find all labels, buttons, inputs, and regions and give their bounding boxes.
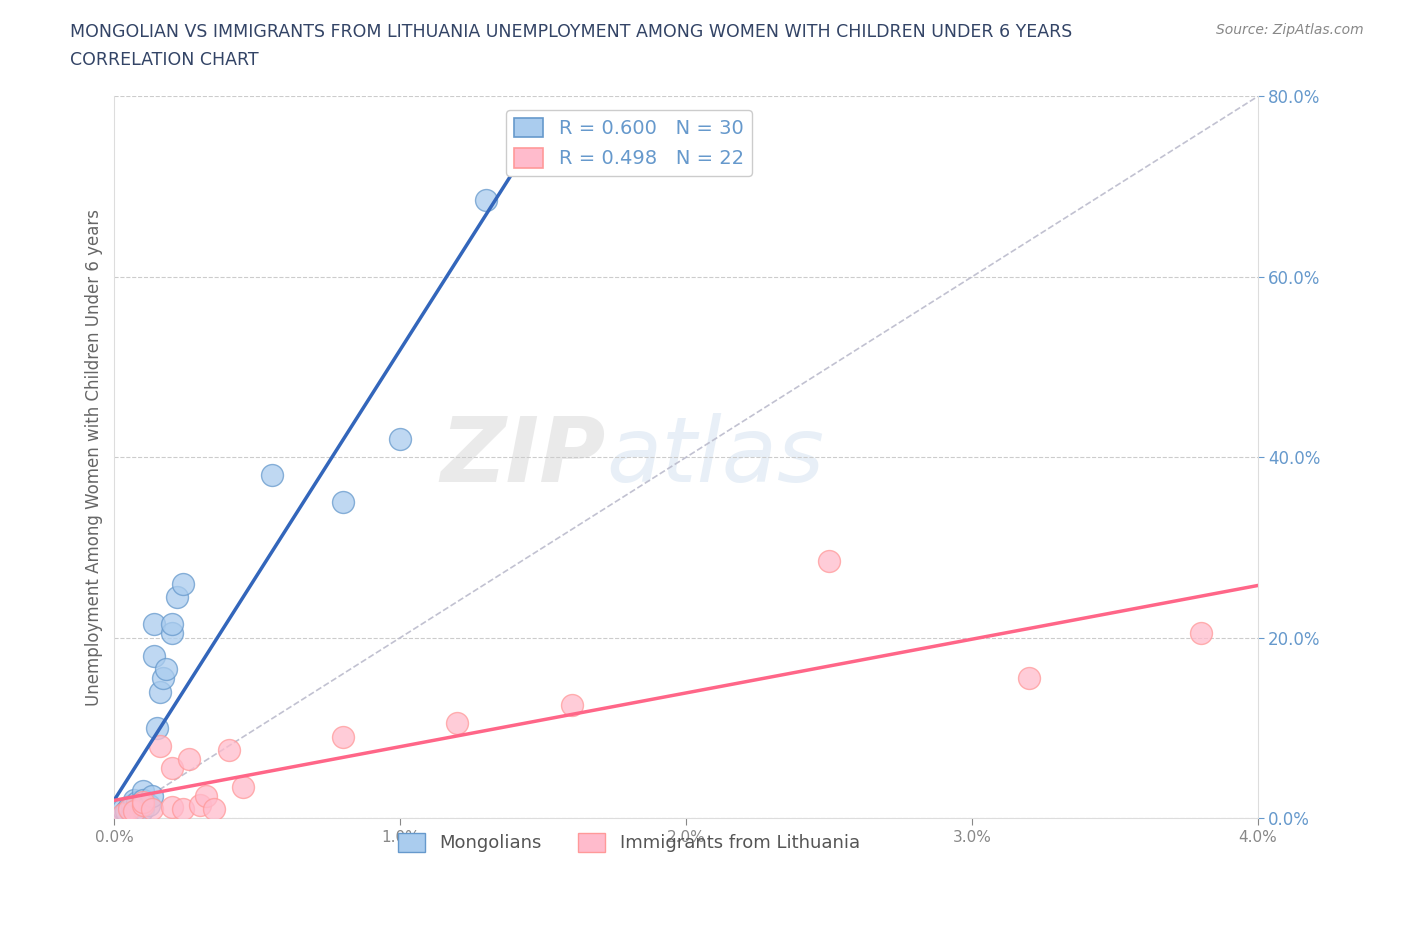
Point	[121, 806, 143, 821]
Point	[166, 590, 188, 604]
Point	[127, 794, 149, 809]
Legend: Mongolians, Immigrants from Lithuania: Mongolians, Immigrants from Lithuania	[391, 826, 868, 859]
Text: Source: ZipAtlas.com: Source: ZipAtlas.com	[1216, 23, 1364, 37]
Point	[143, 617, 166, 631]
Point	[132, 797, 155, 812]
Point	[132, 802, 155, 817]
Point	[177, 752, 200, 767]
Point	[124, 804, 146, 818]
Point	[818, 553, 841, 568]
Point	[138, 797, 160, 812]
Point	[152, 671, 174, 685]
Point	[124, 792, 146, 807]
Point	[218, 743, 240, 758]
Point	[127, 802, 149, 817]
Point	[149, 738, 172, 753]
Point	[1189, 626, 1212, 641]
Point	[155, 662, 177, 677]
Point	[188, 797, 211, 812]
Text: atlas: atlas	[606, 413, 824, 501]
Point	[121, 797, 143, 812]
Point	[160, 626, 183, 641]
Point	[111, 802, 134, 817]
Text: CORRELATION CHART: CORRELATION CHART	[70, 51, 259, 69]
Point	[118, 800, 141, 815]
Y-axis label: Unemployment Among Women with Children Under 6 years: Unemployment Among Women with Children U…	[86, 208, 103, 706]
Point	[260, 468, 283, 483]
Text: MONGOLIAN VS IMMIGRANTS FROM LITHUANIA UNEMPLOYMENT AMONG WOMEN WITH CHILDREN UN: MONGOLIAN VS IMMIGRANTS FROM LITHUANIA U…	[70, 23, 1073, 41]
Point	[143, 648, 166, 663]
Point	[160, 800, 183, 815]
Point	[204, 802, 226, 817]
Point	[141, 788, 163, 803]
Point	[132, 794, 155, 809]
Point	[389, 432, 412, 446]
Point	[115, 804, 138, 818]
Point	[132, 792, 155, 807]
Point	[446, 716, 468, 731]
Point	[1018, 671, 1040, 685]
Point	[172, 576, 194, 591]
Point	[475, 193, 498, 207]
Point	[172, 802, 194, 817]
Point	[149, 684, 172, 699]
Point	[561, 698, 583, 712]
Point	[111, 806, 134, 821]
Text: ZIP: ZIP	[441, 413, 606, 501]
Point	[160, 761, 183, 776]
Point	[160, 617, 183, 631]
Point	[129, 806, 152, 821]
Point	[111, 806, 134, 821]
Point	[146, 721, 169, 736]
Point	[118, 802, 141, 817]
Point	[194, 788, 217, 803]
Point	[332, 495, 354, 510]
Point	[124, 804, 146, 818]
Point	[232, 779, 254, 794]
Point	[132, 784, 155, 799]
Point	[332, 729, 354, 744]
Point	[141, 802, 163, 817]
